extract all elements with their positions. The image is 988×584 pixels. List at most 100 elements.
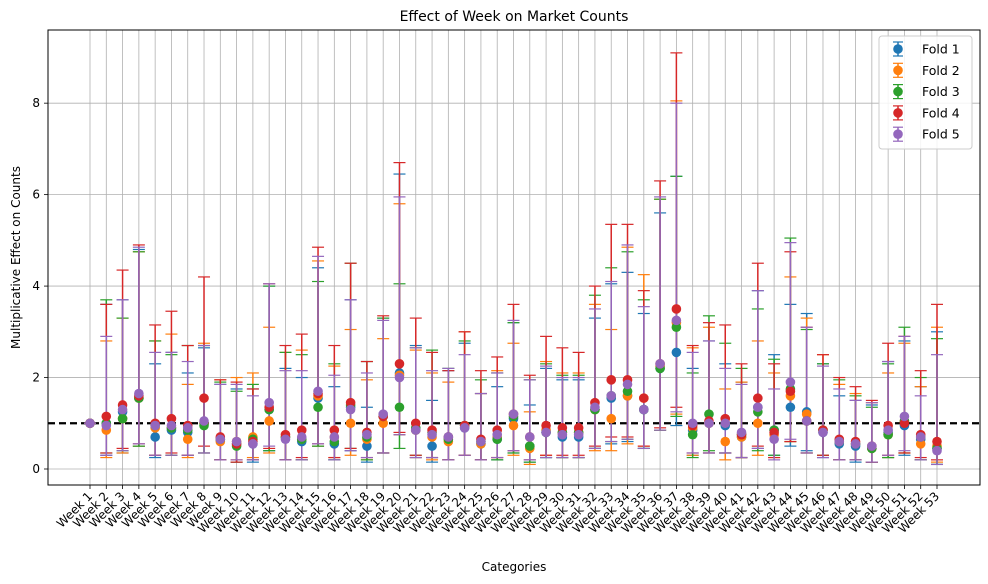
data-point — [687, 418, 698, 429]
points-series-fold-5 — [85, 315, 942, 456]
data-point — [378, 418, 388, 429]
data-point — [362, 441, 372, 451]
y-tick-label: 2 — [32, 371, 40, 385]
data-point — [345, 404, 356, 415]
legend-label: Fold 1 — [922, 42, 960, 57]
data-point — [671, 322, 682, 333]
data-point — [378, 409, 388, 419]
y-tick-label: 6 — [32, 188, 40, 202]
data-point — [394, 372, 405, 383]
data-point — [753, 418, 763, 429]
data-point — [639, 393, 649, 403]
data-point — [720, 418, 731, 429]
data-point — [818, 427, 828, 438]
chart-title: Effect of Week on Market Counts — [400, 9, 629, 25]
legend-marker — [893, 86, 903, 97]
data-point — [182, 423, 193, 433]
data-point — [524, 441, 535, 451]
data-point — [590, 402, 600, 413]
data-point — [524, 432, 535, 442]
plot-frame — [47, 29, 981, 486]
legend-marker — [893, 108, 903, 118]
data-point — [932, 436, 942, 447]
data-point — [557, 423, 568, 433]
data-point — [329, 432, 340, 442]
data-point — [541, 420, 551, 431]
legend-marker — [893, 129, 903, 139]
data-point — [166, 420, 177, 431]
data-point — [704, 418, 714, 429]
data-point — [508, 409, 519, 419]
data-point — [264, 397, 274, 408]
data-point — [915, 432, 926, 442]
data-point — [932, 445, 942, 456]
data-point — [150, 420, 160, 431]
legend-marker — [893, 44, 903, 54]
data-point — [231, 436, 242, 447]
data-point — [85, 418, 95, 429]
data-point — [899, 418, 910, 429]
data-point — [199, 416, 209, 426]
legend-item-fold-1: Fold 1 — [893, 41, 960, 57]
data-point — [476, 436, 486, 447]
data-point — [394, 359, 405, 369]
data-point — [557, 429, 568, 440]
data-point — [606, 391, 617, 401]
data-point — [867, 441, 877, 451]
data-point — [655, 359, 665, 369]
data-point — [134, 388, 144, 399]
legend-label: Fold 5 — [922, 127, 960, 142]
data-point — [671, 315, 682, 326]
data-point — [459, 423, 470, 433]
legend-label: Fold 3 — [922, 84, 960, 99]
data-point — [329, 425, 340, 435]
legend-item-fold-5: Fold 5 — [893, 126, 960, 142]
data-point — [182, 434, 193, 445]
data-point — [736, 427, 747, 438]
data-point — [166, 413, 177, 424]
data-point — [606, 375, 617, 385]
legend: Fold 1 Fold 2 Fold 3 Fold 4 Fold 5 — [878, 35, 973, 150]
data-point — [443, 432, 454, 442]
data-point — [410, 425, 421, 435]
data-point — [362, 429, 372, 440]
data-point — [394, 402, 405, 413]
data-point — [427, 429, 437, 440]
data-point — [541, 427, 551, 438]
data-point — [313, 386, 323, 397]
data-point — [280, 434, 291, 445]
data-point — [264, 416, 274, 426]
data-point — [427, 441, 437, 451]
data-point — [704, 409, 714, 419]
data-point — [883, 425, 893, 435]
y-tick-label: 8 — [32, 96, 40, 110]
x-axis-label: Categories — [482, 560, 547, 574]
y-axis-ticks: 0 2 4 6 8 — [32, 96, 48, 476]
legend-item-fold-4: Fold 4 — [893, 105, 960, 121]
data-point — [492, 429, 503, 440]
data-point — [573, 423, 584, 433]
data-point — [622, 386, 633, 397]
data-point — [508, 420, 519, 431]
data-point — [101, 420, 112, 431]
data-point — [573, 429, 584, 440]
data-point — [345, 418, 356, 429]
data-point — [834, 436, 845, 447]
data-point — [850, 439, 861, 449]
legend-item-fold-3: Fold 3 — [893, 83, 960, 100]
y-tick-label: 0 — [32, 462, 40, 476]
data-point — [606, 413, 617, 424]
data-point — [785, 386, 796, 397]
y-tick-label: 4 — [32, 279, 40, 293]
legend-label: Fold 2 — [922, 63, 960, 78]
data-point — [785, 377, 796, 387]
legend-box — [878, 35, 973, 150]
data-point — [117, 404, 128, 415]
data-point — [753, 402, 763, 413]
legend-marker — [893, 65, 903, 76]
data-point — [801, 416, 812, 426]
data-point — [101, 411, 112, 422]
data-point — [248, 439, 258, 449]
legend-label: Fold 4 — [922, 105, 960, 120]
